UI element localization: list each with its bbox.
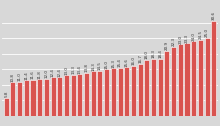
Bar [124,67,129,116]
Bar [71,74,76,116]
Bar [111,68,116,116]
Text: 12.4: 12.4 [58,68,62,77]
Bar [57,77,62,116]
Bar [64,75,69,116]
Bar [37,79,42,116]
Bar [104,69,109,116]
Text: 14.5: 14.5 [98,61,102,70]
Text: 10.8: 10.8 [11,73,15,82]
Text: 22.3: 22.3 [172,37,176,46]
Bar [10,82,15,116]
Text: 15.3: 15.3 [111,59,115,68]
Text: 13.3: 13.3 [71,65,75,74]
Bar [51,77,56,116]
Text: 13.0: 13.0 [64,66,68,75]
Text: 24.0: 24.0 [192,32,196,41]
Bar [178,44,183,116]
Text: 15.0: 15.0 [105,60,109,69]
Text: 18.3: 18.3 [152,49,156,58]
Bar [164,51,169,116]
Text: 25.0: 25.0 [205,28,209,37]
Text: 13.4: 13.4 [78,65,82,74]
Text: 18.0: 18.0 [145,50,149,59]
Bar [131,66,136,116]
Bar [24,80,29,116]
Text: 11.4: 11.4 [24,71,28,80]
Text: 20.9: 20.9 [165,41,169,50]
Bar [31,80,35,116]
Text: 13.8: 13.8 [84,63,89,72]
Bar [44,79,49,116]
Text: 24.5: 24.5 [198,30,202,39]
Text: 23.0: 23.0 [178,35,182,44]
Bar [171,46,176,116]
Bar [211,21,216,116]
Bar [158,59,163,116]
Bar [117,68,123,116]
Text: 15.4: 15.4 [118,58,122,67]
Text: 18.4: 18.4 [158,49,162,58]
Bar [91,71,96,116]
Bar [84,73,89,116]
Text: 16.7: 16.7 [138,54,142,63]
Text: 14.3: 14.3 [91,62,95,71]
Bar [144,60,149,116]
Text: 15.6: 15.6 [125,58,129,67]
Bar [151,59,156,116]
Text: 23.3: 23.3 [185,34,189,43]
Text: 12.4: 12.4 [51,68,55,77]
Bar [77,74,82,116]
Text: 11.6: 11.6 [31,70,35,79]
Bar [205,38,210,116]
Text: 16.0: 16.0 [131,56,136,66]
Bar [198,40,203,116]
Text: 30.6: 30.6 [212,11,216,20]
Text: 5.8: 5.8 [4,91,8,97]
Bar [138,64,143,116]
Bar [4,98,9,116]
Text: 11.8: 11.8 [38,70,42,79]
Bar [97,71,103,116]
Bar [17,82,22,116]
Bar [191,41,196,116]
Bar [185,43,189,116]
Text: 11.0: 11.0 [18,72,22,81]
Text: 12.0: 12.0 [44,69,48,78]
